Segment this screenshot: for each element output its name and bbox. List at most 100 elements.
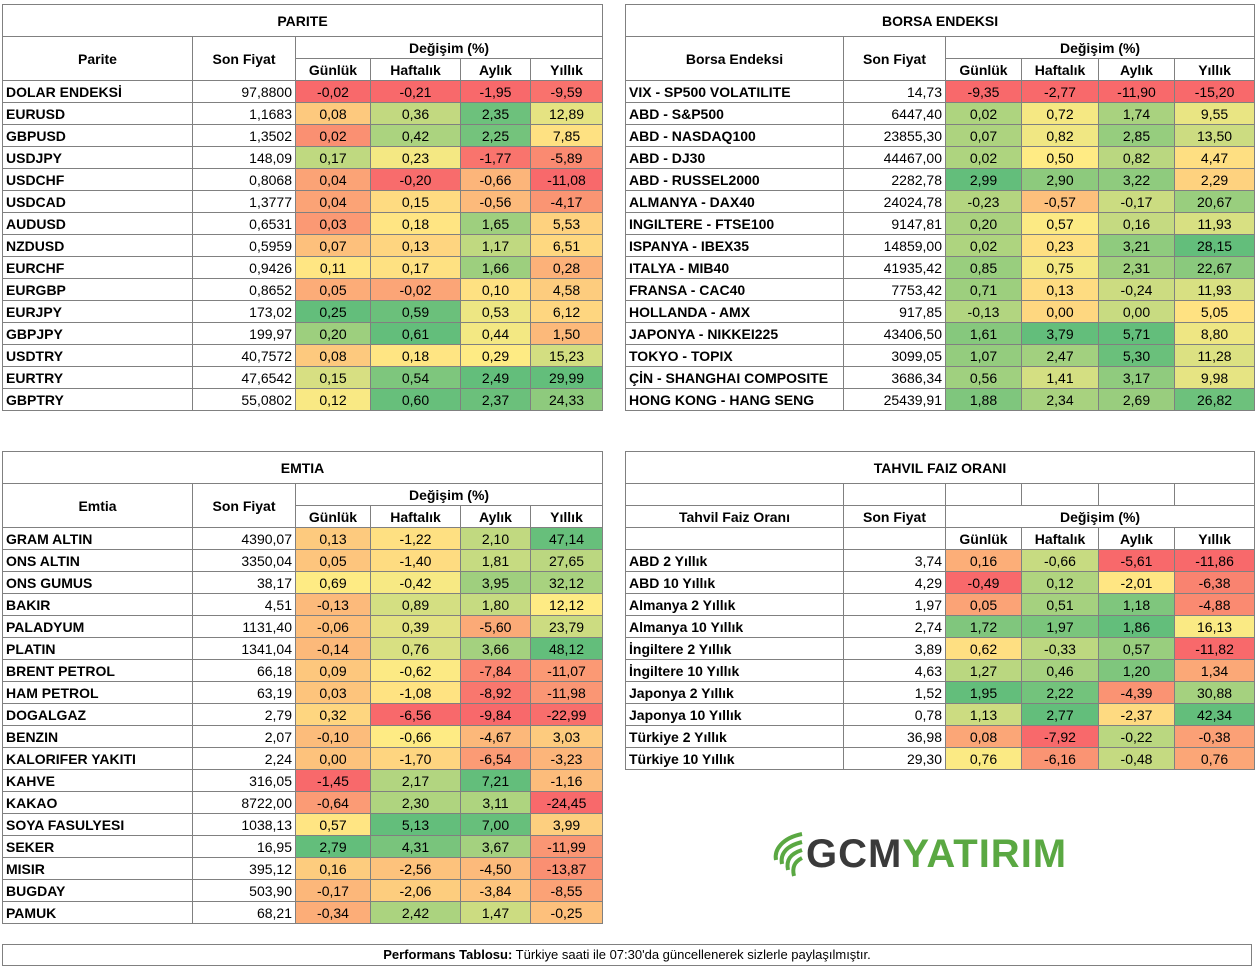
tahvil-row-y-change: -11,86 <box>1173 549 1256 572</box>
tahvil-row: Almanya 2 Yıllık 1,97 0,05 0,51 1,18 -4,88 <box>625 593 1256 616</box>
borsa-header-row: Borsa Endeksi Son Fiyat Değişim (%) <box>625 36 1256 81</box>
emtia-row: ONS GUMUS 38,17 0,69 -0,42 3,95 32,12 <box>2 571 604 594</box>
borsa-price-header: Son Fiyat <box>843 36 946 81</box>
emtia-row-name: HAM PETROL <box>2 681 193 704</box>
borsa-row-price: 6447,40 <box>843 102 946 125</box>
emtia-row-price: 316,05 <box>192 769 296 792</box>
emtia-row-y-change: -11,99 <box>529 835 604 858</box>
tahvil-row-price: 29,30 <box>843 747 946 770</box>
borsa-row-price: 41935,42 <box>843 256 946 279</box>
emtia-row-y-change: -0,25 <box>529 901 604 924</box>
logo-gcm-text: GCM <box>806 832 903 876</box>
emtia-row-m-change: 2,10 <box>460 527 531 550</box>
borsa-row-d-change: 0,85 <box>945 256 1022 279</box>
borsa-row-price: 917,85 <box>843 300 946 323</box>
borsa-row-w-change: 2,90 <box>1021 168 1099 191</box>
parite-row-w-change: 0,42 <box>370 124 461 147</box>
emtia-row-d-change: -1,45 <box>295 769 371 792</box>
borsa-row-y-change: 28,15 <box>1173 234 1256 257</box>
parite-row: GBPJPY 199,97 0,20 0,61 0,44 1,50 <box>2 322 604 345</box>
parite-row-name: NZDUSD <box>2 234 193 257</box>
tahvil-yearly-header: Yıllık <box>1173 527 1256 550</box>
tahvil-price-header: Son Fiyat <box>843 505 946 528</box>
parite-row-price: 0,8652 <box>192 278 296 301</box>
parite-row-name: GBPTRY <box>2 388 193 411</box>
borsa-row-y-change: 9,98 <box>1173 366 1256 389</box>
borsa-row: TOKYO - TOPIX 3099,05 1,07 2,47 5,30 11,28 <box>625 344 1256 367</box>
parite-row-m-change: -0,66 <box>460 168 531 191</box>
parite-row-m-change: 0,44 <box>460 322 531 345</box>
emtia-row-w-change: 4,31 <box>370 835 461 858</box>
emtia-row-m-change: -7,84 <box>460 659 531 682</box>
borsa-row-price: 23855,30 <box>843 124 946 147</box>
parite-row: EURJPY 173,02 0,25 0,59 0,53 6,12 <box>2 300 604 323</box>
emtia-row-w-change: -2,56 <box>370 857 461 880</box>
parite-row-price: 1,1683 <box>192 102 296 125</box>
parite-row-name: EURTRY <box>2 366 193 389</box>
borsa-row-w-change: 2,34 <box>1021 388 1099 411</box>
borsa-row: ABD - S&P500 6447,40 0,02 0,72 1,74 9,55 <box>625 102 1256 125</box>
emtia-row: BAKIR 4,51 -0,13 0,89 1,80 12,12 <box>2 593 604 616</box>
tahvil-row: Almanya 10 Yıllık 2,74 1,72 1,97 1,86 16,13 <box>625 615 1256 638</box>
borsa-row-y-change: 9,55 <box>1173 102 1256 125</box>
tahvil-row-name: İngiltere 10 Yıllık <box>625 659 844 682</box>
parite-subheader-row: Günlük Haftalık Aylık Yıllık <box>3 58 604 81</box>
tahvil-daily-header: Günlük <box>945 527 1022 550</box>
parite-row-y-change: 6,12 <box>529 300 604 323</box>
borsa-row-price: 24024,78 <box>843 190 946 213</box>
emtia-row-m-change: 3,11 <box>460 791 531 814</box>
tahvil-blank-row <box>625 483 1256 506</box>
emtia-row-y-change: -11,07 <box>529 659 604 682</box>
logo-swoosh-icon <box>773 832 803 877</box>
parite-row-price: 148,09 <box>192 146 296 169</box>
parite-row-m-change: 2,35 <box>460 102 531 125</box>
emtia-row-y-change: -22,99 <box>529 703 604 726</box>
parite-row-y-change: -9,59 <box>529 80 604 103</box>
borsa-title: BORSA ENDEKSI <box>624 4 1256 37</box>
emtia-row: ONS ALTIN 3350,04 0,05 -1,40 1,81 27,65 <box>2 549 604 572</box>
borsa-row-name: ÇİN - SHANGHAI COMPOSITE <box>625 366 844 389</box>
borsa-row-price: 44467,00 <box>843 146 946 169</box>
parite-change-header: Değişim (%) <box>294 36 604 59</box>
emtia-row-price: 1341,04 <box>192 637 296 660</box>
borsa-row-m-change: 2,69 <box>1098 388 1175 411</box>
tahvil-row-m-change: 1,86 <box>1098 615 1175 638</box>
tahvil-row-w-change: 2,22 <box>1021 681 1099 704</box>
borsa-row-y-change: 13,50 <box>1173 124 1256 147</box>
borsa-panel: BORSA ENDEKSI Borsa Endeksi Son Fiyat Değiş… <box>624 4 1256 411</box>
emtia-row-name: KAKAO <box>2 791 193 814</box>
emtia-change-header: Değişim (%) <box>294 483 604 506</box>
parite-row-y-change: 1,50 <box>529 322 604 345</box>
emtia-row-d-change: 0,13 <box>295 527 371 550</box>
parite-row-m-change: 1,65 <box>460 212 531 235</box>
emtia-row-price: 38,17 <box>192 571 296 594</box>
borsa-row-price: 2282,78 <box>843 168 946 191</box>
parite-row-d-change: 0,02 <box>295 124 371 147</box>
tahvil-change-header: Değişim (%) <box>944 505 1256 528</box>
emtia-row-m-change: 3,66 <box>460 637 531 660</box>
emtia-row-w-change: 2,30 <box>370 791 461 814</box>
parite-row-w-change: 0,54 <box>370 366 461 389</box>
borsa-row-price: 9147,81 <box>843 212 946 235</box>
borsa-row-w-change: 0,00 <box>1021 300 1099 323</box>
emtia-row-m-change: 1,80 <box>460 593 531 616</box>
emtia-row-w-change: 0,89 <box>370 593 461 616</box>
parite-row-y-change: -11,08 <box>529 168 604 191</box>
emtia-row-w-change: -6,56 <box>370 703 461 726</box>
emtia-row: GRAM ALTIN 4390,07 0,13 -1,22 2,10 47,14 <box>2 527 604 550</box>
tahvil-row-name: İngiltere 2 Yıllık <box>625 637 844 660</box>
borsa-row: ISPANYA - IBEX35 14859,00 0,02 0,23 3,21 28,1… <box>625 234 1256 257</box>
parite-row-w-change: -0,02 <box>370 278 461 301</box>
parite-row-price: 0,6531 <box>192 212 296 235</box>
borsa-row-d-change: 1,88 <box>945 388 1022 411</box>
parite-row: EURGBP 0,8652 0,05 -0,02 0,10 4,58 <box>2 278 604 301</box>
emtia-row-d-change: -0,14 <box>295 637 371 660</box>
borsa-row-y-change: 11,93 <box>1173 212 1256 235</box>
emtia-row-m-change: 7,00 <box>460 813 531 836</box>
emtia-row-d-change: 0,03 <box>295 681 371 704</box>
borsa-daily-header: Günlük <box>945 58 1022 81</box>
emtia-row-w-change: -0,42 <box>370 571 461 594</box>
tahvil-row-y-change: 0,76 <box>1173 747 1256 770</box>
borsa-row: JAPONYA - NIKKEI225 43406,50 1,61 3,79 5,71 8… <box>625 322 1256 345</box>
emtia-panel: EMTIA Emtia Son Fiyat Değişim (%) Günlük Haft… <box>1 451 604 924</box>
